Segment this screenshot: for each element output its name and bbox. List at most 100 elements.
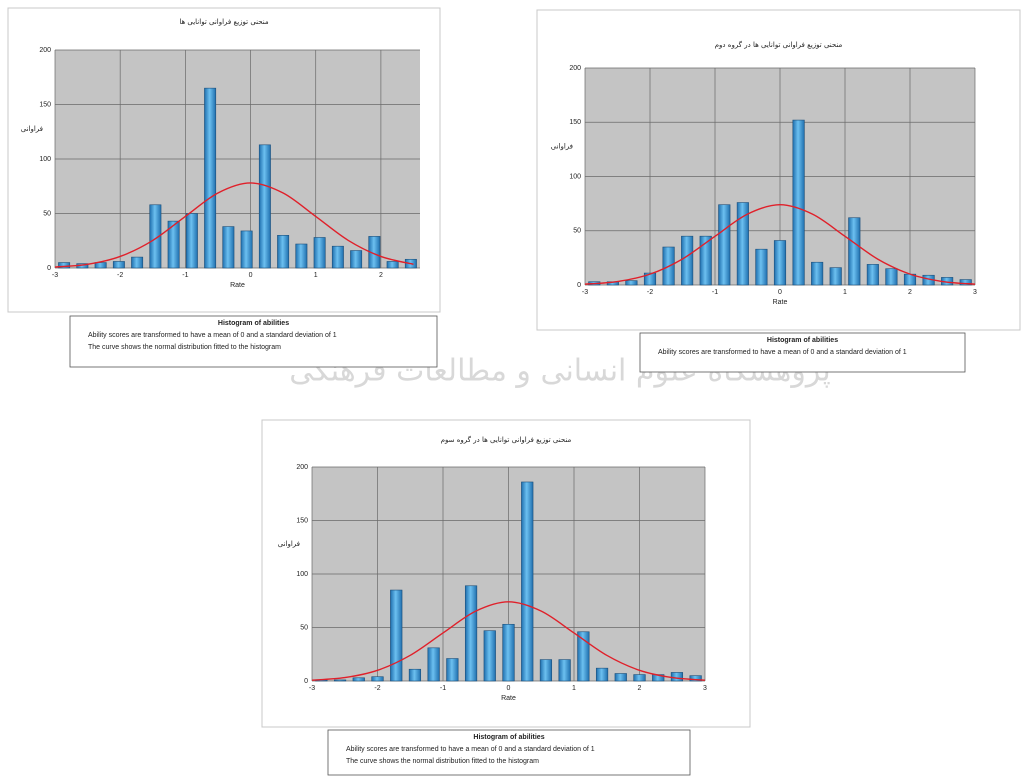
bar bbox=[446, 658, 459, 682]
y-tick-label: 0 bbox=[304, 678, 308, 685]
x-axis-label: Rate bbox=[230, 282, 245, 289]
info-box bbox=[69, 315, 438, 368]
bar bbox=[811, 261, 824, 286]
y-tick-label: 100 bbox=[569, 173, 581, 180]
y-tick-label: 150 bbox=[569, 119, 581, 126]
bar bbox=[149, 204, 162, 269]
bar bbox=[681, 235, 694, 286]
bar bbox=[386, 261, 399, 269]
info-line: The curve shows the normal distribution … bbox=[88, 344, 281, 351]
x-tick-label: 2 bbox=[379, 272, 383, 279]
x-tick-label: 0 bbox=[778, 289, 782, 296]
bar bbox=[577, 631, 590, 682]
x-tick-label: 1 bbox=[314, 272, 318, 279]
x-tick-label: 0 bbox=[507, 685, 511, 692]
bar bbox=[699, 235, 712, 286]
y-tick-label: 50 bbox=[573, 228, 581, 235]
x-tick-label: 2 bbox=[638, 685, 642, 692]
bar bbox=[866, 264, 879, 286]
bar bbox=[350, 250, 363, 269]
bar bbox=[167, 220, 180, 269]
bar bbox=[736, 202, 749, 286]
chart-title: منحنی توزیع فراوانی توانایی ها در گروه س… bbox=[441, 435, 572, 444]
normal-curve bbox=[311, 601, 706, 681]
bar bbox=[333, 679, 347, 682]
x-tick-label: 3 bbox=[973, 289, 977, 296]
y-tick-label: 50 bbox=[43, 210, 51, 217]
bar bbox=[792, 119, 805, 286]
bar bbox=[240, 230, 253, 269]
y-tick-label: 100 bbox=[296, 571, 308, 578]
x-tick-label: -1 bbox=[712, 289, 718, 296]
bar bbox=[502, 623, 515, 682]
y-tick-label: 200 bbox=[296, 464, 308, 471]
x-tick-label: 0 bbox=[249, 272, 253, 279]
bar bbox=[625, 280, 638, 286]
x-axis-label: Rate bbox=[501, 695, 516, 702]
bar bbox=[614, 673, 627, 682]
bar bbox=[848, 217, 861, 286]
x-tick-label: -2 bbox=[374, 685, 380, 692]
bar bbox=[427, 647, 440, 682]
bar bbox=[521, 481, 534, 682]
bar bbox=[352, 677, 365, 682]
bar bbox=[390, 589, 403, 682]
normal-curve bbox=[584, 204, 976, 285]
bar bbox=[595, 667, 609, 682]
bar bbox=[313, 237, 326, 269]
bar bbox=[131, 256, 144, 269]
bar bbox=[185, 213, 198, 269]
bar bbox=[277, 235, 290, 269]
info-title: Histogram of abilities bbox=[218, 320, 289, 327]
y-tick-label: 100 bbox=[39, 156, 51, 163]
info-box bbox=[327, 729, 691, 776]
bar bbox=[773, 240, 787, 286]
y-tick-label: 50 bbox=[300, 624, 308, 631]
bar bbox=[222, 226, 235, 269]
info-title: Histogram of abilities bbox=[473, 734, 544, 741]
bar bbox=[558, 659, 571, 682]
bar bbox=[633, 674, 646, 682]
bar bbox=[368, 236, 381, 269]
y-tick-label: 150 bbox=[296, 517, 308, 524]
x-tick-label: -1 bbox=[440, 685, 446, 692]
x-tick-label: -3 bbox=[582, 289, 588, 296]
bar bbox=[258, 144, 271, 269]
x-tick-label: -3 bbox=[52, 272, 58, 279]
bar bbox=[885, 268, 898, 286]
x-tick-label: -3 bbox=[309, 685, 315, 692]
info-line: The curve shows the normal distribution … bbox=[346, 758, 539, 765]
bar bbox=[755, 248, 768, 286]
bar bbox=[464, 585, 478, 682]
x-tick-label: 2 bbox=[908, 289, 912, 296]
info-line: Ability scores are transformed to have a… bbox=[346, 746, 595, 753]
x-tick-label: -1 bbox=[182, 272, 188, 279]
y-axis-label: فراوانی bbox=[21, 125, 43, 133]
normal-curve bbox=[54, 182, 414, 268]
y-axis-label: فراوانی bbox=[551, 143, 573, 151]
bar bbox=[829, 267, 842, 286]
bar bbox=[539, 659, 553, 682]
bar bbox=[331, 245, 344, 269]
y-tick-label: 0 bbox=[577, 282, 581, 289]
bar bbox=[112, 261, 125, 269]
bar bbox=[689, 675, 702, 682]
y-tick-label: 200 bbox=[39, 47, 51, 54]
y-tick-label: 150 bbox=[39, 101, 51, 108]
bar bbox=[643, 272, 657, 286]
x-tick-label: 1 bbox=[572, 685, 576, 692]
bar bbox=[670, 672, 684, 682]
info-box bbox=[639, 332, 966, 373]
bar bbox=[959, 279, 972, 286]
info-title: Histogram of abilities bbox=[767, 337, 838, 344]
bar bbox=[718, 204, 731, 286]
y-tick-label: 200 bbox=[569, 65, 581, 72]
bar bbox=[408, 668, 422, 682]
chart-title: منحنی توزیع فراوانی توانایی ها bbox=[179, 18, 269, 26]
x-tick-label: 3 bbox=[703, 685, 707, 692]
info-line: Ability scores are transformed to have a… bbox=[658, 349, 907, 356]
x-tick-label: -2 bbox=[647, 289, 653, 296]
bar bbox=[295, 243, 308, 269]
